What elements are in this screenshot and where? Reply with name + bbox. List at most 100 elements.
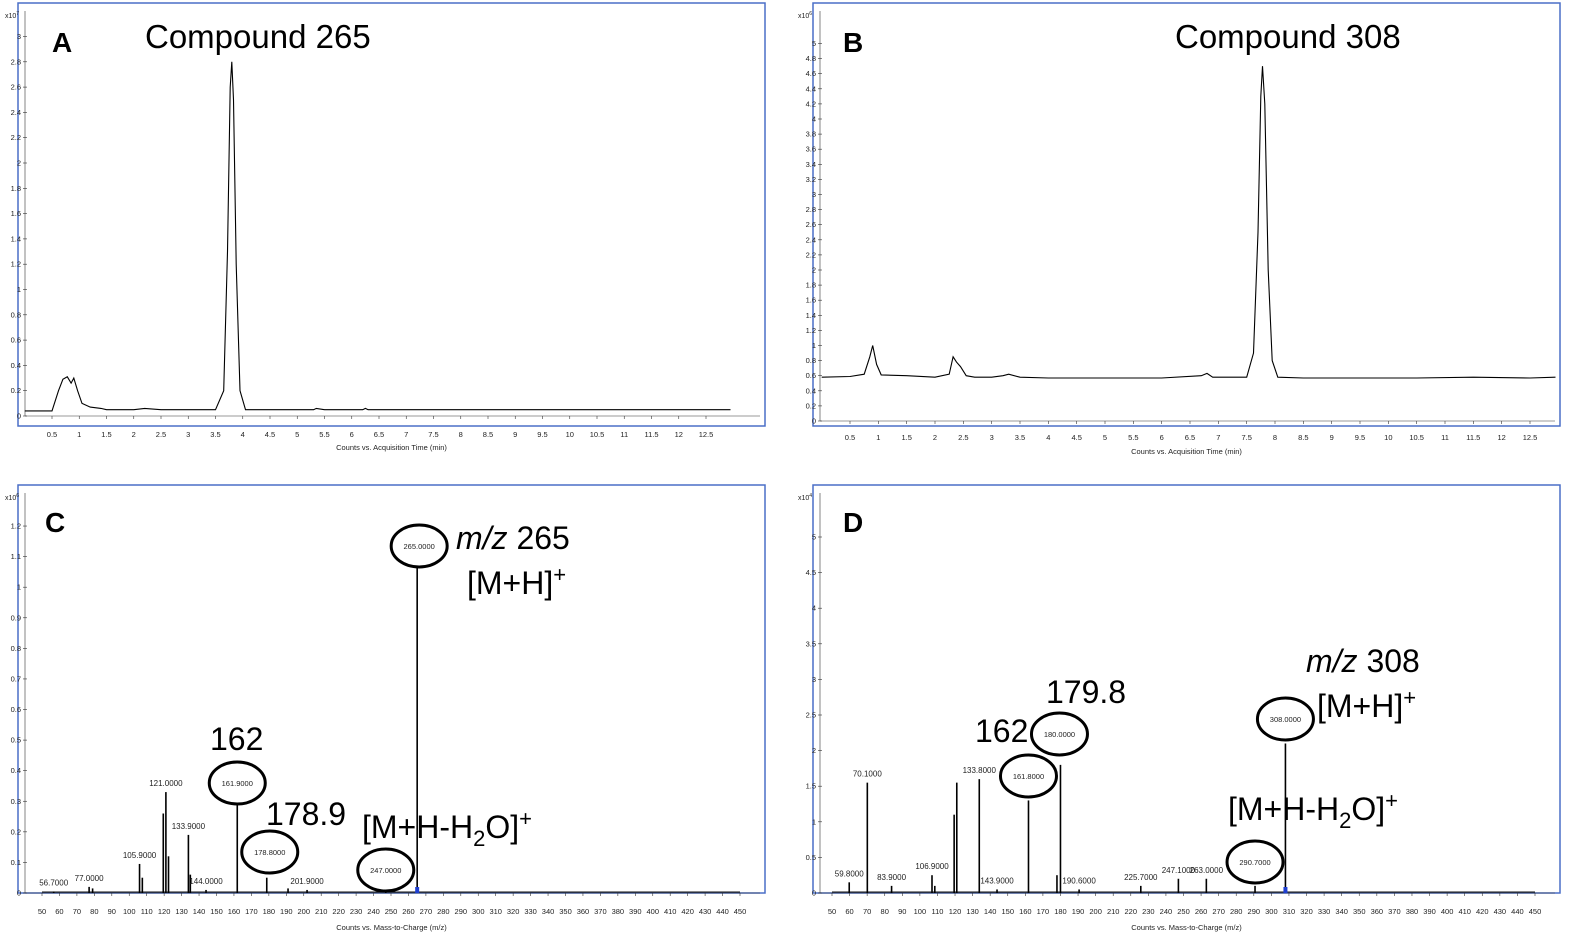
- x-tick-label: 310: [489, 907, 502, 916]
- y-tick-label: 0.5: [806, 853, 816, 862]
- x-tick-label: 7.5: [428, 430, 438, 439]
- ann-frag-2: 179.8: [1046, 674, 1126, 710]
- x-tick-label: 7: [1216, 433, 1220, 442]
- x-tick-label: 10: [566, 430, 574, 439]
- x-tick-label: 250: [385, 907, 398, 916]
- x-tick-label: 250: [1177, 907, 1190, 916]
- peak-label: 201.9000: [290, 877, 324, 886]
- x-tick-label: 7.5: [1241, 433, 1251, 442]
- x-tick-label: 260: [1195, 907, 1208, 916]
- x-tick-label: 50: [38, 907, 46, 916]
- x-tick-label: 3: [990, 433, 994, 442]
- ann-frag-162: 162: [210, 721, 263, 757]
- x-tick-label: 1.5: [901, 433, 911, 442]
- ann-water-sub: 2: [1339, 808, 1351, 833]
- x-tick-label: 450: [734, 907, 747, 916]
- y-tick-label: 2.4: [806, 235, 816, 244]
- y-tick-label: 0.6: [806, 371, 816, 380]
- peak-label: 263.0000: [1190, 866, 1224, 875]
- x-tick-label: 0.5: [47, 430, 57, 439]
- ann-mh-text: [M+H]: [1317, 688, 1403, 724]
- x-tick-label: 90: [898, 907, 906, 916]
- x-tick-label: 160: [228, 907, 241, 916]
- x-tick-label: 210: [315, 907, 328, 916]
- y-tick-label: 2: [812, 266, 816, 275]
- x-tick-label: 11.5: [1466, 433, 1480, 442]
- x-tick-label: 2.5: [156, 430, 166, 439]
- x-tick-label: 80: [90, 907, 98, 916]
- ann-water-sup: +: [1385, 788, 1398, 813]
- y-tick-label: 2: [17, 159, 21, 168]
- x-tick-label: 9: [1330, 433, 1334, 442]
- x-tick-label: 320: [1300, 907, 1313, 916]
- panel-letter: A: [52, 27, 72, 58]
- x-tick-label: 60: [55, 907, 63, 916]
- x-tick-label: 12.5: [1523, 433, 1538, 442]
- x-tick-label: 220: [1125, 907, 1138, 916]
- y-tick-label: 3: [812, 675, 816, 684]
- x-tick-label: 3: [186, 430, 190, 439]
- x-tick-label: 9.5: [1355, 433, 1365, 442]
- peak-label: 161.8000: [1013, 772, 1044, 781]
- x-tick-label: 410: [664, 907, 677, 916]
- x-tick-label: 370: [1388, 907, 1401, 916]
- x-tick-label: 290: [1248, 907, 1261, 916]
- x-tick-label: 260: [402, 907, 415, 916]
- x-tick-label: 2.5: [958, 433, 968, 442]
- y-tick-label: 3.2: [806, 175, 816, 184]
- y-tick-label: 1.8: [11, 184, 21, 193]
- x-tick-label: 80: [881, 907, 889, 916]
- peak-label: 247.0000: [370, 866, 401, 875]
- x-tick-label: 8.5: [483, 430, 493, 439]
- ann-mz-label: m/z: [456, 520, 508, 556]
- x-tick-label: 140: [984, 907, 997, 916]
- y-tick-label: 0.2: [11, 827, 21, 836]
- y-tick-label: 0.5: [11, 736, 21, 745]
- x-tick-label: 210: [1107, 907, 1120, 916]
- peak-circle: [356, 847, 416, 893]
- y-exponent-label: x106: [798, 11, 812, 20]
- x-tick-label: 8: [459, 430, 463, 439]
- x-tick-label: 320: [507, 907, 520, 916]
- x-tick-label: 11.5: [644, 430, 658, 439]
- x-tick-label: 270: [420, 907, 433, 916]
- y-tick-label: 2.5: [806, 711, 816, 720]
- x-tick-label: 5: [295, 430, 299, 439]
- panel-letter: C: [45, 507, 65, 538]
- y-tick-label: 3: [17, 32, 21, 41]
- x-tick-label: 10: [1384, 433, 1392, 442]
- ann-water-sub: 2: [473, 826, 485, 851]
- x-tick-label: 360: [577, 907, 590, 916]
- y-tick-label: 0.6: [11, 705, 21, 714]
- peak-label: 180.0000: [1044, 730, 1075, 739]
- peak-circle: [1225, 839, 1285, 885]
- x-tick-label: 190: [280, 907, 293, 916]
- x-tick-label: 240: [1160, 907, 1173, 916]
- peak-label: 178.8000: [254, 848, 285, 857]
- x-tick-label: 360: [1371, 907, 1384, 916]
- x-tick-label: 300: [472, 907, 485, 916]
- x-tick-label: 12.5: [699, 430, 714, 439]
- ann-mh-text: [M+H]: [467, 565, 553, 601]
- y-tick-label: 4.8: [806, 54, 816, 63]
- x-tick-label: 0.5: [845, 433, 855, 442]
- y-tick-label: 1: [17, 583, 21, 592]
- x-tick-label: 230: [1142, 907, 1155, 916]
- x-tick-label: 5: [1103, 433, 1107, 442]
- y-tick-label: 3.6: [806, 145, 816, 154]
- x-tick-label: 5.5: [1128, 433, 1138, 442]
- x-tick-label: 1: [876, 433, 880, 442]
- y-tick-label: 1.4: [11, 234, 21, 243]
- y-tick-label: 0.8: [11, 310, 21, 319]
- peak-circle: [240, 829, 300, 875]
- panel-frame: [812, 2, 1561, 427]
- y-tick-label: 0.7: [11, 674, 21, 683]
- y-tick-label: 4.4: [806, 84, 816, 93]
- peak-label: 59.8000: [835, 869, 864, 878]
- panel-a: 0 0.2 0.4 0.6 0.8 1 1.2 1.4 1.6 1.8 2 2.2 2.4 2.6 2.8 3…: [5, 2, 766, 452]
- ann-water: [M+H-H2O]+: [362, 806, 532, 851]
- x-tick-label: 100: [123, 907, 136, 916]
- x-tick-label: 6: [1160, 433, 1164, 442]
- ann-water-text2: O]: [485, 809, 519, 845]
